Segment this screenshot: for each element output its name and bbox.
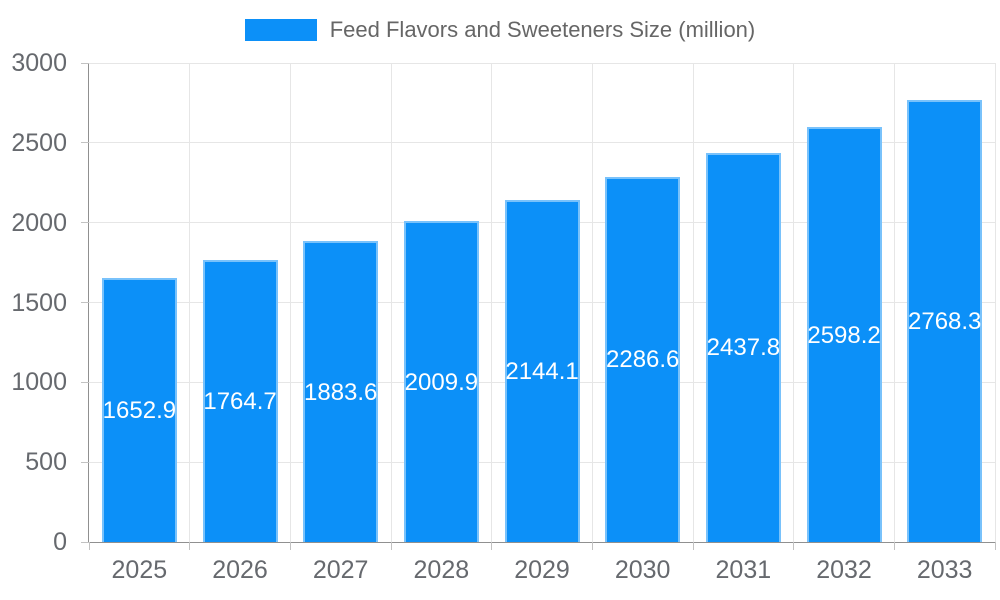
x-gridline: [994, 63, 996, 542]
x-gridline: [390, 63, 392, 542]
bar[interactable]: 2437.8: [705, 152, 781, 542]
x-axis-tick: [491, 542, 493, 550]
y-gridline: [89, 62, 995, 64]
x-axis-tick: [88, 542, 90, 550]
bar[interactable]: 2009.9: [403, 221, 479, 542]
x-tick-label: 2033: [916, 556, 973, 584]
x-tick-label: 2027: [312, 556, 369, 584]
x-tick-label: 2025: [111, 556, 168, 584]
y-tick-label: 500: [25, 448, 67, 477]
plot-area: 0 500 1000 1500 2000 2500 3000 2025 2026 2027 2028…: [11, 50, 996, 583]
x-axis-tick: [994, 542, 996, 550]
bar[interactable]: 2598.2: [806, 127, 882, 542]
bar[interactable]: 1652.9: [101, 278, 177, 542]
x-axis-tick: [591, 542, 593, 550]
y-axis-tick: [81, 222, 89, 224]
x-gridline: [491, 63, 493, 542]
bar-value-label: 2286.6: [606, 346, 680, 374]
x-axis-tick: [793, 542, 795, 550]
x-axis-tick: [692, 542, 694, 550]
x-gridline: [189, 63, 191, 542]
x-gridline: [692, 63, 694, 542]
x-axis-tick: [893, 542, 895, 550]
x-gridline: [289, 63, 291, 542]
bar-value-label: 2144.1: [505, 357, 579, 385]
x-gridline: [893, 63, 895, 542]
bar[interactable]: 2144.1: [504, 199, 580, 542]
y-axis-tick: [81, 142, 89, 144]
x-tick-label: 2032: [816, 556, 872, 584]
bar-value-label: 1652.9: [102, 397, 177, 425]
bar-value-label: 1883.6: [304, 378, 378, 406]
bar[interactable]: 1764.7: [202, 260, 278, 542]
y-tick-label: 2000: [11, 208, 67, 237]
bar[interactable]: 2768.3: [907, 100, 983, 542]
x-axis-tick: [390, 542, 392, 550]
y-gridline: [89, 142, 995, 144]
y-tick-label: 1500: [11, 288, 67, 317]
y-tick-label: 0: [53, 528, 67, 556]
y-tick-label: 2500: [11, 128, 67, 157]
x-tick-label: 2029: [514, 556, 570, 584]
bar-value-label: 2768.3: [908, 308, 982, 335]
y-axis-tick: [81, 302, 89, 303]
y-tick-label: 3000: [11, 49, 67, 77]
bar-value-label: 1764.7: [203, 388, 277, 416]
x-axis-tick: [289, 542, 291, 550]
y-tick-label: 1000: [11, 368, 67, 397]
x-tick-label: 2028: [413, 556, 470, 584]
bar[interactable]: 1883.6: [303, 241, 379, 542]
y-axis-tick: [81, 381, 89, 383]
bar-value-label: 2437.8: [706, 334, 781, 362]
y-axis-tick: [81, 461, 89, 463]
x-gridline: [793, 63, 795, 542]
x-tick-label: 2030: [614, 556, 671, 584]
legend-item[interactable]: Feed Flavors and Sweeteners Size (millio…: [0, 17, 1000, 43]
legend-swatch-icon: [244, 19, 317, 41]
x-gridline: [591, 63, 593, 542]
legend-label: Feed Flavors and Sweeteners Size (millio…: [329, 17, 756, 42]
y-axis-tick: [81, 62, 89, 64]
bar[interactable]: 2286.6: [605, 176, 681, 542]
x-axis-tick: [189, 542, 191, 550]
x-tick-label: 2026: [212, 556, 268, 584]
bar-value-label: 2598.2: [807, 321, 881, 349]
bar-value-label: 2009.9: [404, 368, 479, 396]
y-axis-tick: [81, 541, 89, 543]
x-tick-label: 2031: [715, 556, 772, 584]
